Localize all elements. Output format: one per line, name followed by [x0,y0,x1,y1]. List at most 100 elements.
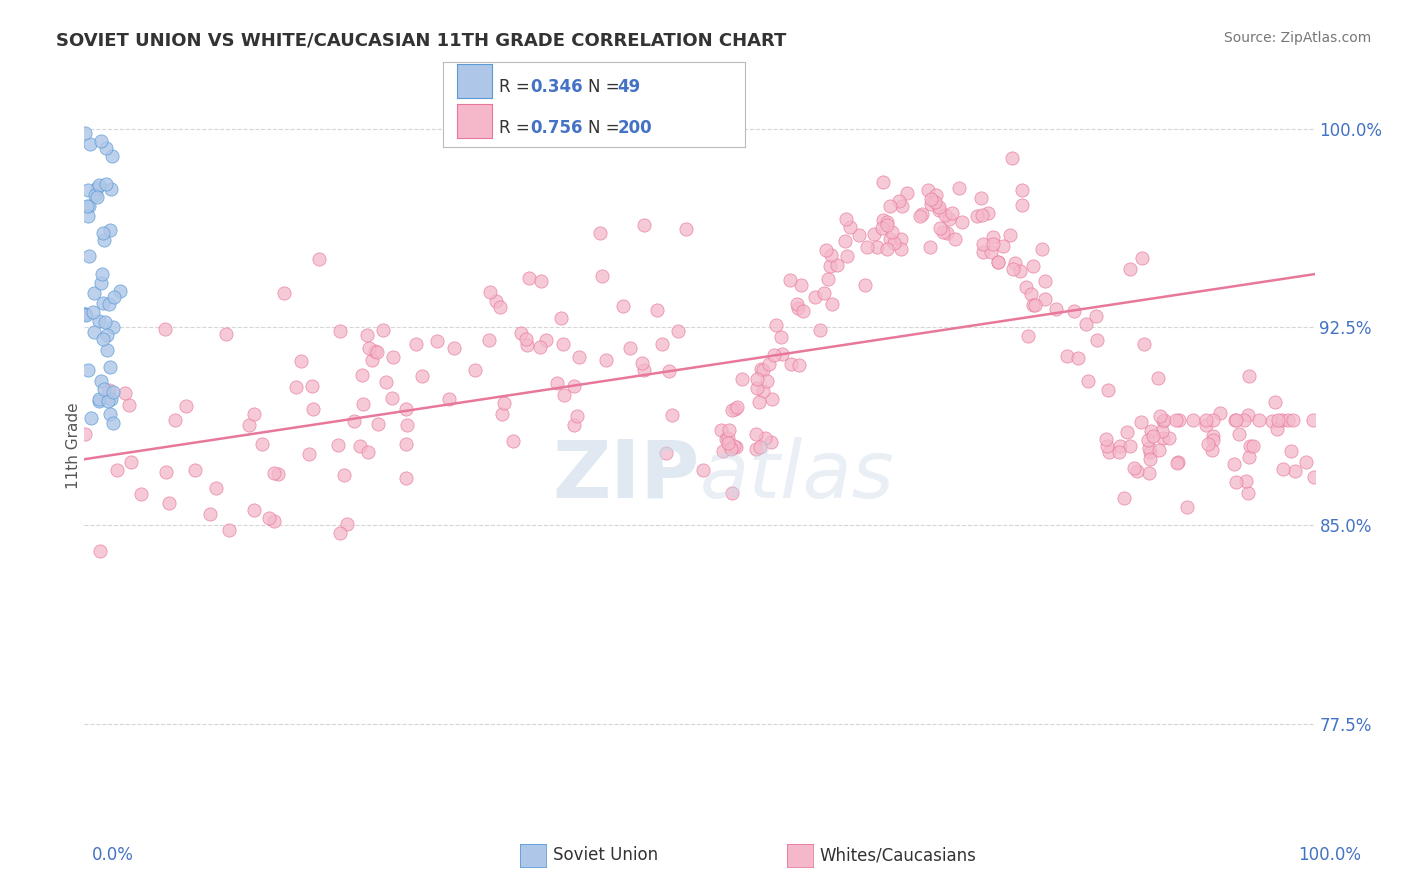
Point [1084,309,1107,323]
Point [263,466,285,480]
Point [977,206,1000,220]
Point [87,178,110,192]
Point [787,301,810,315]
Point [75,427,97,442]
Point [395,437,418,451]
Point [1277,412,1299,426]
Point [1261,414,1284,428]
Point [443,341,465,355]
Point [1002,262,1025,277]
Point [1133,337,1156,351]
Point [876,242,898,256]
Text: Whites/Caucasians: Whites/Caucasians [820,847,977,864]
Point [91,226,114,240]
Point [779,273,801,287]
Point [184,463,207,477]
Point [633,363,655,377]
Point [93,332,115,346]
Point [515,332,537,346]
Point [1271,462,1294,476]
Point [98,297,121,311]
Point [529,340,551,354]
Point [366,345,388,359]
Point [780,357,803,371]
Point [972,244,994,259]
Point [93,315,115,329]
Text: N =: N = [588,78,624,96]
Point [1233,412,1256,426]
Point [1241,439,1264,453]
Point [1004,255,1026,269]
Point [1031,243,1053,257]
Point [928,200,950,214]
Point [1175,500,1198,514]
Point [114,386,136,401]
Point [724,402,747,417]
Point [1202,433,1225,447]
Point [756,374,779,388]
Point [302,401,325,416]
Point [1264,395,1286,409]
Point [381,350,404,364]
Point [713,444,735,458]
Point [1197,437,1219,451]
Point [595,352,617,367]
Point [562,417,585,432]
Text: 0.756: 0.756 [530,119,582,136]
Point [920,192,942,206]
Point [879,199,901,213]
Point [818,259,841,273]
Point [364,343,387,358]
Point [83,326,105,340]
Point [1167,455,1189,469]
Point [950,214,973,228]
Point [612,299,634,313]
Point [745,371,768,385]
Text: 0.346: 0.346 [530,78,582,96]
Point [1010,264,1032,278]
Point [1137,441,1160,455]
Point [90,276,112,290]
Point [86,181,108,195]
Point [654,446,676,460]
Point [373,323,395,337]
Point [82,305,104,319]
Point [1164,412,1187,426]
Point [163,413,186,427]
Point [98,407,121,421]
Point [835,211,858,226]
Point [972,236,994,251]
Point [1149,409,1171,423]
Point [1152,431,1174,445]
Point [1014,280,1036,294]
Point [1136,434,1159,448]
Point [692,463,714,477]
Point [89,392,111,407]
Point [1147,443,1170,458]
Text: Source: ZipAtlas.com: Source: ZipAtlas.com [1223,31,1371,45]
Point [748,395,770,409]
Point [759,435,782,450]
Text: 100.0%: 100.0% [1298,846,1361,863]
Point [772,347,794,361]
Point [103,319,125,334]
Point [589,226,612,240]
Point [266,467,288,481]
Point [765,318,787,332]
Point [970,191,993,205]
Point [356,327,378,342]
Point [367,417,389,432]
Point [1098,445,1121,459]
Point [200,507,222,521]
Point [308,252,330,267]
Point [710,423,733,437]
Point [920,197,942,211]
Point [395,417,418,432]
Point [658,364,681,378]
Point [1225,475,1247,489]
Point [1076,317,1098,331]
Point [215,327,238,342]
Point [1227,426,1250,441]
Point [1123,460,1146,475]
Point [928,202,950,217]
